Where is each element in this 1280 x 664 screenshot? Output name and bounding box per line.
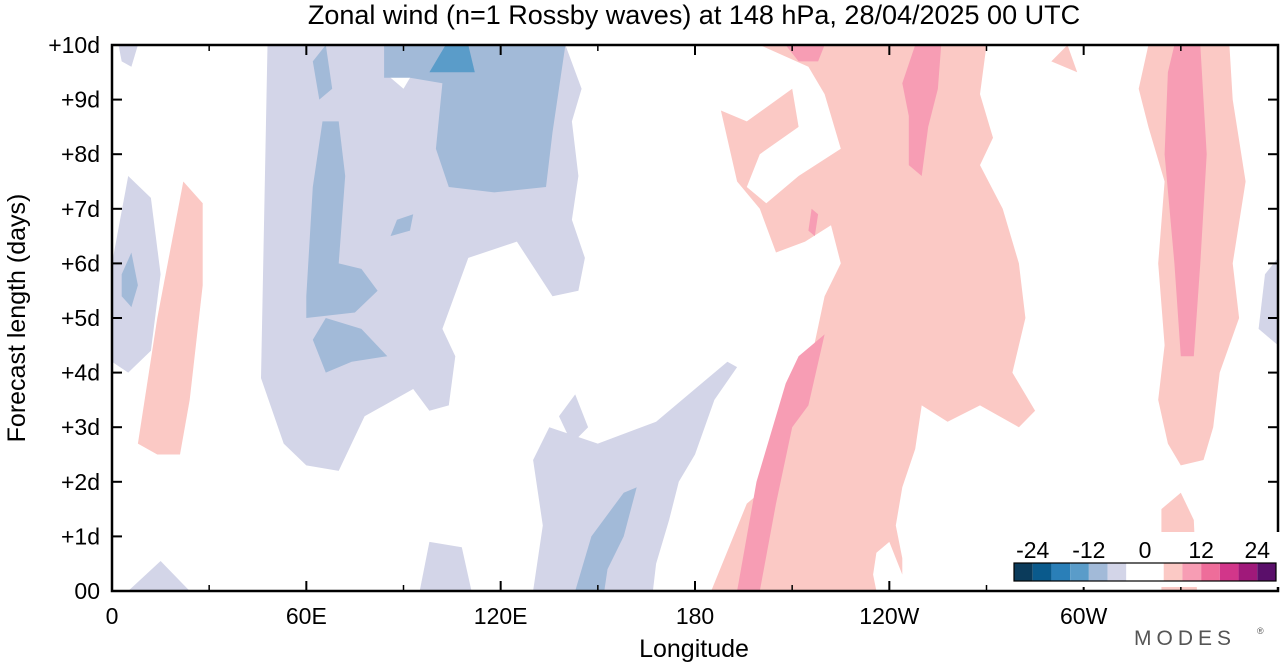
y-tick-label-5: +5d [61, 305, 100, 331]
contour-region-11 [312, 318, 388, 373]
colorbar-swatch-12 [1257, 563, 1276, 581]
contour-region-21 [785, 45, 825, 62]
x-tick-label-5: 60W [1060, 603, 1108, 629]
modes-logo-mark: ® [1257, 626, 1264, 636]
y-tick-label-3: +3d [61, 414, 100, 440]
x-tick-label-2: 120E [474, 603, 528, 629]
colorbar-swatch-8 [1182, 563, 1202, 581]
modes-logo: MODES [1134, 627, 1236, 650]
x-axis-label: Longitude [639, 635, 749, 663]
y-tick-label-0: 00 [74, 578, 100, 604]
contour-region-24 [1164, 45, 1207, 357]
contour-region-15 [429, 45, 475, 73]
colorbar-swatch-2 [1051, 563, 1071, 581]
contour-region-25 [737, 334, 825, 591]
colorbar-swatch-6 [1126, 563, 1164, 581]
colorbar-swatch-7 [1163, 563, 1183, 581]
colorbar-swatch-9 [1201, 563, 1220, 581]
y-tick-label-2: +2d [61, 469, 100, 495]
y-tick-label-4: +4d [61, 360, 100, 386]
contour-region-8 [1258, 257, 1278, 346]
x-tick-label-4: 120W [859, 603, 919, 629]
contour-region-13 [390, 214, 414, 237]
contour-region-7 [533, 361, 738, 591]
colorbar-frame [1013, 562, 1277, 582]
chart-title: Zonal wind (n=1 Rossby waves) at 148 hPa… [308, 0, 1080, 30]
contour-region-0 [112, 176, 161, 373]
colorbar-swatch-4 [1088, 563, 1108, 581]
contour-region-5 [419, 541, 472, 591]
y-axis-label: Forecast length (days) [3, 194, 31, 443]
y-tick-label-9: +9d [61, 87, 100, 113]
colorbar-label-0: -24 [1016, 537, 1049, 563]
contour-region-9 [312, 45, 333, 100]
colorbar-label-1: -12 [1072, 537, 1105, 563]
contour-region-2 [118, 45, 138, 67]
contour-region-16 [137, 181, 203, 455]
contour-region-6 [559, 394, 589, 444]
contour-region-3 [128, 561, 190, 591]
y-tick-label-6: +6d [61, 250, 100, 276]
x-tick-label-3: 180 [676, 603, 714, 629]
colorbar-swatch-0 [1014, 563, 1033, 581]
y-tick-label-1: +1d [61, 523, 100, 549]
contour-region-14 [575, 487, 637, 591]
contour-region-20 [1051, 45, 1078, 73]
colorbar-swatch-10 [1219, 563, 1239, 581]
x-tick-label-0: 0 [106, 603, 119, 629]
contour-regions [112, 45, 1278, 591]
x-axis-ticks: 0 60E 120E 180 120W 60W [106, 45, 1182, 629]
y-tick-label-7: +7d [61, 196, 100, 222]
contour-region-12 [384, 45, 566, 193]
colorbar-label-2: 0 [1139, 537, 1152, 563]
contour-region-10 [306, 121, 378, 319]
contour-region-17 [711, 45, 1036, 591]
contour-region-23 [808, 208, 819, 237]
colorbar-label-4: 24 [1244, 537, 1270, 563]
contour-region-1 [121, 252, 138, 308]
contour-region-22 [902, 45, 942, 176]
colorbar-swatch-3 [1070, 563, 1089, 581]
colorbar-swatch-5 [1107, 563, 1127, 581]
colorbar-label-3: 12 [1188, 537, 1214, 563]
x-tick-label-1: 60E [286, 603, 327, 629]
colorbar: -24 -12 0 12 24 [1008, 532, 1280, 587]
y-tick-label-10: +10d [48, 32, 100, 58]
colorbar-swatch-11 [1238, 563, 1258, 581]
y-tick-label-8: +8d [61, 141, 100, 167]
colorbar-swatch-1 [1032, 563, 1052, 581]
